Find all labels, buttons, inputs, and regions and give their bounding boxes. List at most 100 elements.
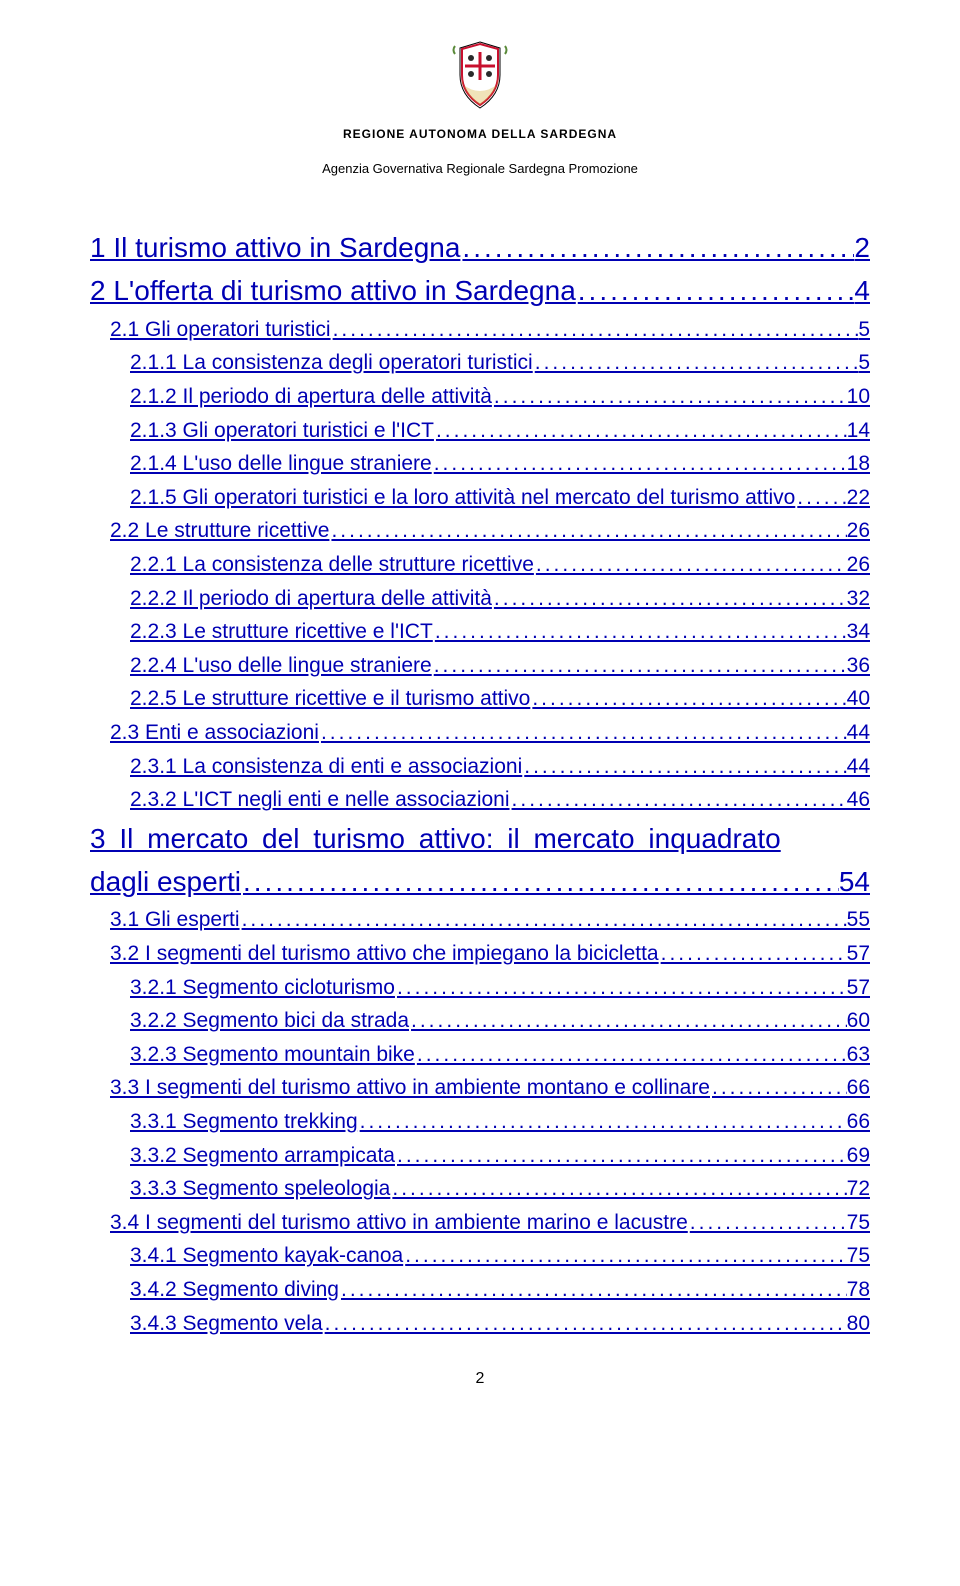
toc-link[interactable]: 2.1.4 L'uso delle lingue straniere	[130, 447, 432, 481]
toc-leader: ........................................…	[395, 1144, 847, 1168]
toc-entry: 3.2.3 Segmento mountain bike ...........…	[90, 1038, 870, 1072]
toc-leader: ........................................…	[576, 275, 855, 307]
toc-page-number[interactable]: 75	[847, 1211, 870, 1235]
toc-page-number[interactable]: 2	[854, 232, 870, 264]
toc-link[interactable]: 2.2.3 Le strutture ricettive e l'ICT	[130, 615, 433, 649]
toc-page-number[interactable]: 69	[847, 1144, 870, 1168]
toc-page-number[interactable]: 60	[847, 1009, 870, 1033]
toc-entry: 2.3.2 L'ICT negli enti e nelle associazi…	[90, 783, 870, 817]
toc-leader: ........................................…	[390, 1177, 846, 1201]
toc-link[interactable]: 3.4.1 Segmento kayak-canoa	[130, 1239, 403, 1273]
toc-leader: ........................................…	[329, 519, 846, 543]
toc-link[interactable]: 3 Il mercato del turismo attivo: il merc…	[90, 817, 870, 860]
toc-link[interactable]: 1 Il turismo attivo in Sardegna	[90, 226, 460, 269]
toc-entry: 2.2.3 Le strutture ricettive e l'ICT....…	[90, 615, 870, 649]
toc-page-number[interactable]: 66	[847, 1110, 870, 1134]
toc-leader: ........................................…	[688, 1211, 847, 1235]
toc-entry: 2.1.1 La consistenza degli operatori tur…	[90, 346, 870, 380]
toc-page-number[interactable]: 5	[858, 351, 870, 375]
toc-page-number[interactable]: 54	[839, 866, 870, 898]
toc-link[interactable]: 3.3.2 Segmento arrampicata	[130, 1139, 395, 1173]
toc-entry: 2.2.4 L'uso delle lingue straniere......…	[90, 649, 870, 683]
toc-link[interactable]: 2.3.2 L'ICT negli enti e nelle associazi…	[130, 783, 510, 817]
toc-leader: ........................................…	[533, 351, 859, 375]
toc-link[interactable]: 2.3.1 La consistenza di enti e associazi…	[130, 750, 522, 784]
toc-link[interactable]: 3.2 I segmenti del turismo attivo che im…	[110, 937, 659, 971]
toc-leader: ........................................…	[403, 1244, 846, 1268]
toc-entry: 3.3.2 Segmento arrampicata..............…	[90, 1139, 870, 1173]
toc-entry: 3.3 I segmenti del turismo attivo in amb…	[90, 1071, 870, 1105]
toc-leader: ........................................…	[433, 620, 847, 644]
toc-link[interactable]: 2.2.1 La consistenza delle strutture ric…	[130, 548, 534, 582]
toc-link[interactable]: 2.2.5 Le strutture ricettive e il turism…	[130, 682, 530, 716]
toc-leader: ........................................…	[240, 908, 847, 932]
toc-entry: 2 L'offerta di turismo attivo in Sardegn…	[90, 269, 870, 312]
toc-page-number[interactable]: 14	[847, 419, 870, 443]
toc-link[interactable]: 3.2.1 Segmento cicloturismo	[130, 971, 395, 1005]
toc-page-number[interactable]: 32	[847, 587, 870, 611]
toc-leader: ........................................…	[530, 687, 846, 711]
toc-entry: 3.1 Gli esperti.........................…	[90, 903, 870, 937]
toc-link[interactable]: 3.4.2 Segmento diving	[130, 1273, 339, 1307]
toc-link[interactable]: 2.1.3 Gli operatori turistici e l'ICT	[130, 414, 434, 448]
toc-link[interactable]: 2 L'offerta di turismo attivo in Sardegn…	[90, 269, 576, 312]
toc-entry: 3.4.2 Segmento diving...................…	[90, 1273, 870, 1307]
toc-link[interactable]: 2.2 Le strutture ricettive	[110, 514, 329, 548]
toc-page-number[interactable]: 66	[847, 1076, 870, 1100]
toc-page-number[interactable]: 26	[847, 519, 870, 543]
toc-entry: 3.2.1 Segmento cicloturismo.............…	[90, 971, 870, 1005]
toc-page-number[interactable]: 22	[847, 486, 870, 510]
toc-link[interactable]: 3.2.3 Segmento mountain bike	[130, 1038, 415, 1072]
toc-link[interactable]: 3.4 I segmenti del turismo attivo in amb…	[110, 1206, 688, 1240]
toc-page-number[interactable]: 4	[854, 275, 870, 307]
toc-page-number[interactable]: 75	[847, 1244, 870, 1268]
toc-entry: 2.3.1 La consistenza di enti e associazi…	[90, 750, 870, 784]
toc-leader: ........................................…	[358, 1110, 847, 1134]
toc-leader: ........................................…	[395, 976, 847, 1000]
toc-page-number[interactable]: 80	[847, 1312, 870, 1336]
toc-link[interactable]: dagli esperti	[90, 860, 241, 903]
toc-link[interactable]: 2.1.1 La consistenza degli operatori tur…	[130, 346, 533, 380]
toc-link[interactable]: 2.2.4 L'uso delle lingue straniere	[130, 649, 432, 683]
toc-leader: ........................................…	[534, 553, 847, 577]
toc-leader: ........................................…	[415, 1043, 847, 1067]
toc-page-number[interactable]: 34	[847, 620, 870, 644]
toc-page-number[interactable]: 44	[847, 721, 870, 745]
document-header: REGIONE AUTONOMA DELLA SARDEGNA Agenzia …	[90, 40, 870, 176]
toc-page-number[interactable]: 63	[847, 1043, 870, 1067]
toc-page-number[interactable]: 10	[847, 385, 870, 409]
toc-link[interactable]: 2.1.5 Gli operatori turistici e la loro …	[130, 481, 795, 515]
toc-page-number[interactable]: 46	[847, 788, 870, 812]
toc-leader: ........................................…	[492, 587, 847, 611]
toc-link[interactable]: 2.1 Gli operatori turistici	[110, 313, 331, 347]
agency-name: Agenzia Governativa Regionale Sardegna P…	[90, 161, 870, 176]
toc-page-number[interactable]: 40	[847, 687, 870, 711]
toc-leader: ........................................…	[409, 1009, 847, 1033]
toc-page-number[interactable]: 72	[847, 1177, 870, 1201]
toc-leader: ........................................…	[492, 385, 847, 409]
toc-page-number[interactable]: 44	[847, 755, 870, 779]
toc-link[interactable]: 2.3 Enti e associazioni	[110, 716, 319, 750]
toc-page-number[interactable]: 36	[847, 654, 870, 678]
toc-link[interactable]: 3.1 Gli esperti	[110, 903, 240, 937]
toc-leader: ........................................…	[434, 419, 847, 443]
toc-leader: ........................................…	[522, 755, 846, 779]
toc-link[interactable]: 3.3.1 Segmento trekking	[130, 1105, 358, 1139]
toc-link[interactable]: 2.2.2 Il periodo di apertura delle attiv…	[130, 582, 492, 616]
toc-page-number[interactable]: 26	[847, 553, 870, 577]
toc-link[interactable]: 3.3 I segmenti del turismo attivo in amb…	[110, 1071, 710, 1105]
toc-leader: ........................................…	[241, 866, 839, 898]
toc-entry: 2.1.2 Il periodo di apertura delle attiv…	[90, 380, 870, 414]
toc-page-number[interactable]: 57	[847, 942, 870, 966]
toc-page-number[interactable]: 18	[847, 452, 870, 476]
toc-link[interactable]: 3.3.3 Segmento speleologia	[130, 1172, 390, 1206]
toc-entry: 2.2.5 Le strutture ricettive e il turism…	[90, 682, 870, 716]
toc-link[interactable]: 3.4.3 Segmento vela	[130, 1307, 323, 1341]
toc-leader: ........................................…	[460, 232, 854, 264]
toc-page-number[interactable]: 78	[847, 1278, 870, 1302]
toc-page-number[interactable]: 57	[847, 976, 870, 1000]
toc-page-number[interactable]: 5	[858, 318, 870, 342]
toc-link[interactable]: 2.1.2 Il periodo di apertura delle attiv…	[130, 380, 492, 414]
toc-page-number[interactable]: 55	[847, 908, 870, 932]
toc-link[interactable]: 3.2.2 Segmento bici da strada	[130, 1004, 409, 1038]
